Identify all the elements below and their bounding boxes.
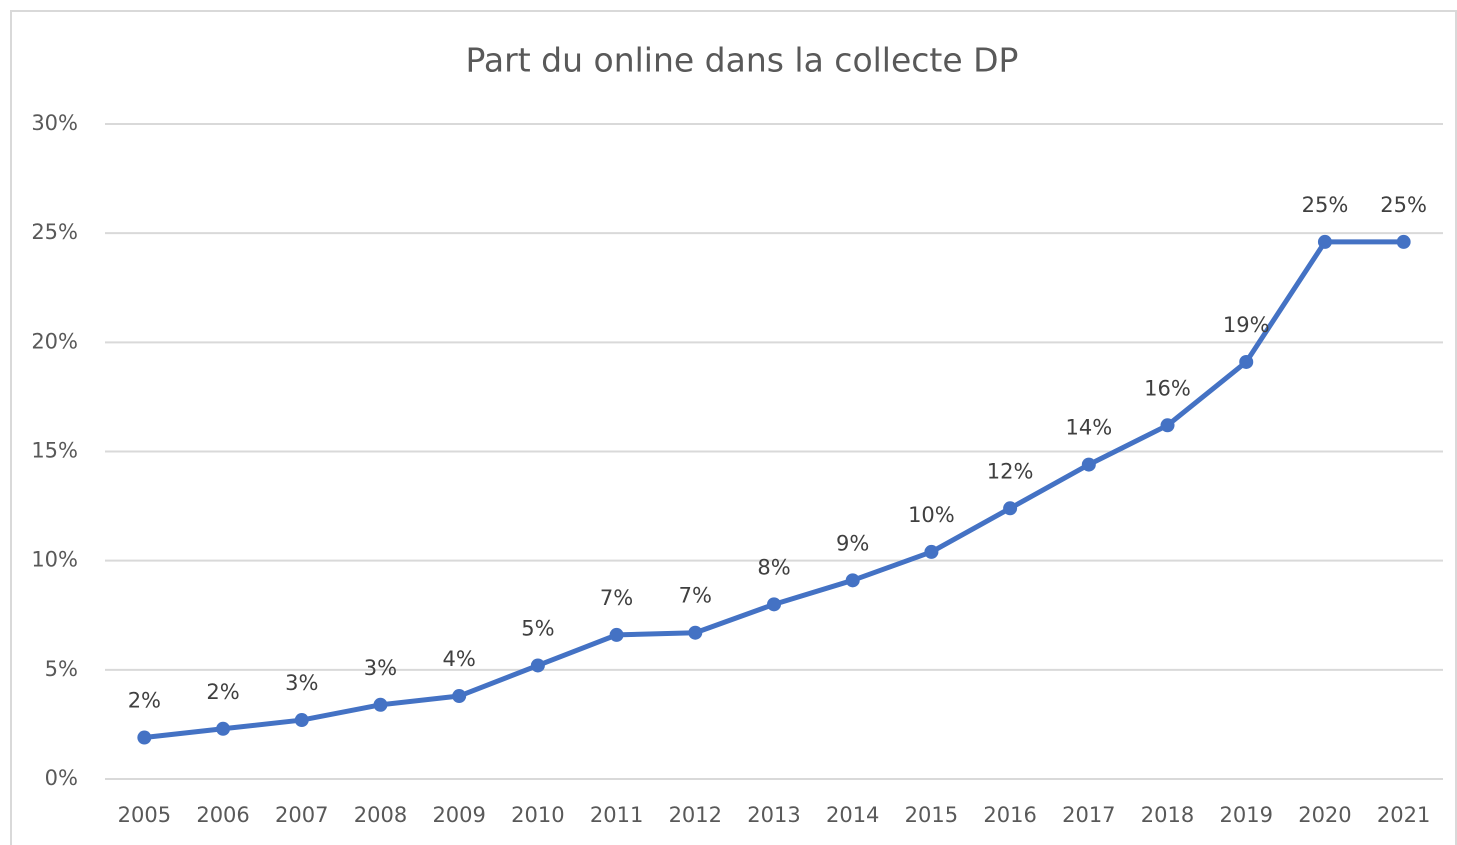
data-label: 2% — [206, 680, 239, 704]
x-tick-label: 2011 — [590, 803, 643, 827]
data-label: 12% — [987, 459, 1034, 483]
x-tick-label: 2013 — [747, 803, 800, 827]
point-marker — [1317, 234, 1332, 249]
point-marker — [137, 730, 152, 745]
x-tick-label: 2012 — [669, 803, 722, 827]
x-tick-label: 2007 — [275, 803, 328, 827]
y-tick-label: 25% — [31, 220, 78, 244]
x-tick-label: 2008 — [354, 803, 407, 827]
y-tick-label: 10% — [31, 548, 78, 572]
point-marker — [294, 713, 309, 728]
data-label: 7% — [600, 586, 633, 610]
point-marker — [924, 544, 939, 559]
data-label: 25% — [1302, 193, 1349, 217]
data-label: 14% — [1065, 416, 1112, 440]
point-marker — [1239, 354, 1254, 369]
point-marker — [1160, 418, 1175, 433]
x-tick-label: 2014 — [826, 803, 879, 827]
x-tick-label: 2019 — [1220, 803, 1273, 827]
x-tick-label: 2017 — [1062, 803, 1115, 827]
y-tick-label: 30% — [31, 111, 78, 135]
data-label: 16% — [1144, 376, 1191, 400]
x-tick-label: 2009 — [432, 803, 485, 827]
data-label: 4% — [443, 647, 476, 671]
point-marker — [688, 625, 703, 640]
point-marker — [216, 721, 231, 736]
y-tick-label: 5% — [45, 657, 78, 681]
data-label: 25% — [1380, 193, 1427, 217]
y-tick-label: 20% — [31, 329, 78, 353]
point-marker — [767, 597, 781, 612]
chart-frame — [10, 10, 1457, 845]
x-tick-label: 2015 — [905, 803, 958, 827]
point-marker — [609, 627, 624, 642]
data-label: 3% — [364, 656, 397, 680]
data-label: 5% — [521, 616, 554, 640]
data-label: 9% — [836, 531, 869, 555]
chart-title: Part du online dans la collecte DP — [466, 41, 1019, 80]
point-marker — [1081, 457, 1096, 472]
data-label: 19% — [1223, 313, 1270, 337]
y-tick-label: 15% — [31, 439, 78, 463]
data-label: 10% — [908, 503, 955, 527]
x-tick-label: 2006 — [196, 803, 249, 827]
x-tick-label: 2020 — [1298, 803, 1351, 827]
data-label: 2% — [128, 689, 161, 713]
point-marker — [452, 689, 467, 704]
y-tick-label: 0% — [45, 766, 78, 790]
x-tick-label: 2005 — [118, 803, 171, 827]
x-tick-label: 2021 — [1377, 803, 1430, 827]
data-label: 8% — [757, 555, 790, 579]
point-marker — [845, 573, 860, 588]
data-label: 3% — [285, 671, 318, 695]
x-tick-label: 2010 — [511, 803, 564, 827]
point-marker — [1003, 501, 1018, 516]
point-marker — [1396, 234, 1411, 249]
point-marker — [373, 697, 388, 712]
point-marker — [530, 658, 545, 673]
x-tick-label: 2016 — [983, 803, 1036, 827]
x-tick-label: 2018 — [1141, 803, 1194, 827]
data-label: 7% — [679, 584, 712, 608]
